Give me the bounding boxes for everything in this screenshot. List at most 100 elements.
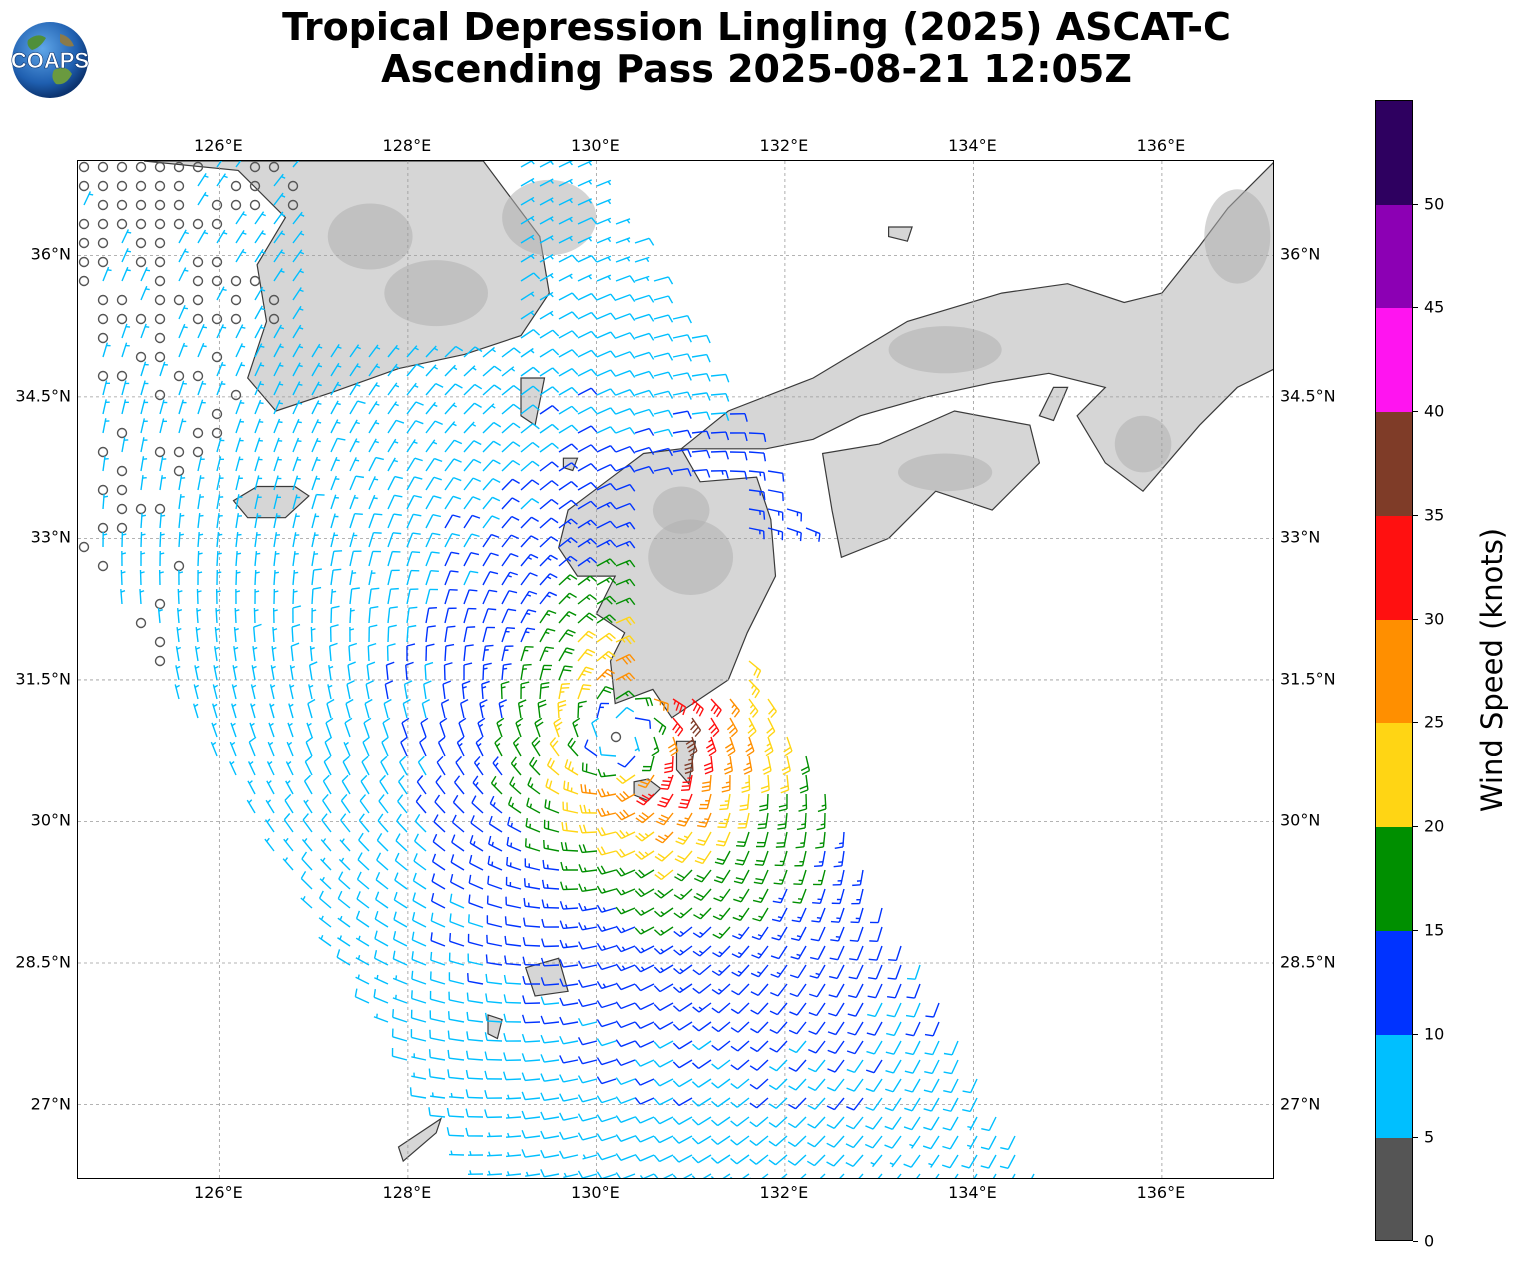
barb-staff [577,575,591,586]
barb-feather [903,1163,912,1168]
wind-barb [829,945,845,961]
barb-staff [539,573,551,586]
wind-barb [345,698,354,719]
wind-barb [359,794,370,814]
barb-staff [487,922,503,928]
wind-barb [578,979,598,989]
barb-half-feather [180,514,185,517]
barb-feather [629,503,636,511]
barb-half-feather [234,646,239,650]
barb-half-feather [107,269,112,272]
wind-barb [705,736,717,757]
barb-feather [649,720,652,729]
wind-barb [615,790,636,802]
barb-feather [571,311,579,319]
barb-half-feather [356,346,361,350]
wind-barb [788,1097,807,1110]
wind-barb [681,774,693,791]
barb-half-feather [253,646,258,650]
calm-circle [268,161,280,173]
barb-half-feather [545,613,551,616]
barb-feather [589,556,597,564]
barb-half-feather [320,915,324,920]
barb-half-feather [588,789,591,794]
calm-circle [154,313,166,325]
colorbar-bin [1376,204,1412,309]
barb-half-feather [719,914,724,918]
barb-feather [706,335,711,344]
barb-staff [678,1135,693,1144]
barb-staff [835,1021,845,1035]
barb-staff [178,399,184,415]
barb-staff [544,1078,560,1082]
barb-staff [489,803,503,814]
barb-staff [596,350,612,358]
wind-barb [116,313,128,325]
barb-feather [590,482,598,489]
wind-barb [654,907,674,918]
barb-feather [886,1032,895,1037]
barb-feather [770,973,779,978]
barb-staff [634,370,650,377]
barb-feather [529,572,538,577]
wind-barb [368,606,379,624]
barb-half-feather [796,953,801,957]
barb-staff [855,983,864,998]
wind-barb [97,294,109,306]
barb-staff [601,1097,617,1104]
barb-half-feather [299,270,304,274]
barb-staff [520,404,534,415]
wind-barb [791,907,807,923]
wind-barb [487,875,503,890]
wind-barb [653,371,674,380]
barb-half-feather [178,590,183,593]
barb-feather [672,1155,680,1163]
barb-half-feather [309,684,314,688]
barb-feather [441,698,450,705]
barb-feather [731,971,740,977]
colorbar-tick-label: 5 [1424,1127,1435,1147]
barb-staff [248,741,256,757]
wind-barb [430,892,446,909]
barb-feather [465,644,474,647]
barb-staff [449,979,465,985]
barb-half-feather [586,540,591,545]
wind-barb [549,737,560,757]
wind-barb [578,864,598,873]
barb-staff [539,461,553,472]
barb-feather [588,612,597,619]
barb-feather [432,532,441,536]
wind-barb [812,888,826,904]
wind-barb [178,494,185,510]
barb-feather [615,1153,622,1161]
barb-feather [507,816,511,826]
wind-barb [558,537,578,548]
wind-barb [330,362,342,377]
wind-barb [174,684,180,700]
wind-barb [292,343,304,358]
wind-barb [116,465,128,477]
barb-staff [159,512,162,529]
barb-staff [930,1116,940,1131]
barb-feather [571,443,579,451]
barb-staff [710,392,727,396]
barb-staff [319,878,332,890]
barb-half-feather [819,842,824,845]
barb-half-feather [375,403,380,406]
barb-feather [490,775,497,784]
wind-barb [962,1078,978,1094]
barb-staff [355,937,370,947]
barb-staff [563,926,579,930]
wind-barb [673,926,693,937]
calm-circle [230,180,242,192]
barb-feather [675,702,680,711]
barb-feather [628,690,636,698]
barb-staff [622,774,636,785]
barb-staff [842,831,845,848]
wind-barb [482,608,497,624]
barb-feather [807,1067,816,1073]
wind-barb [748,698,759,718]
wind-barb [387,494,403,510]
barb-feather [545,778,549,787]
wind-barb [577,1094,598,1103]
